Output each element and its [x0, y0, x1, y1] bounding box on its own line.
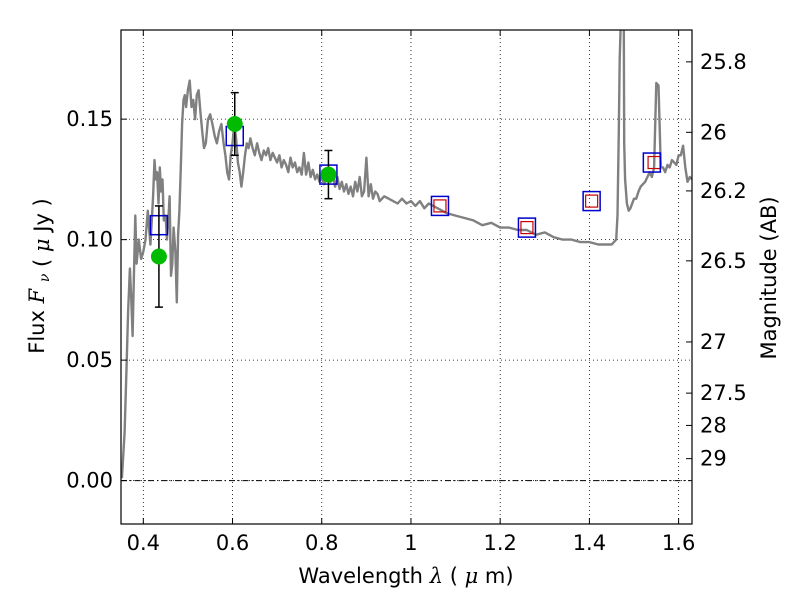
y-axis-label-unit-open: ( — [30, 252, 54, 267]
plot-layer — [121, 30, 692, 479]
x-axis-label-symbol: λ — [429, 564, 443, 588]
y-tick-label: 0.05 — [66, 348, 113, 372]
model-square-marker — [642, 152, 662, 173]
y-axis-label-symbol: F — [25, 287, 49, 304]
model-square-marker — [582, 190, 601, 212]
y-axis-label-subscript: ν — [37, 273, 53, 282]
mag-tick-label: 26.2 — [700, 179, 747, 203]
observed-point — [320, 166, 337, 183]
y-tick-label: 0.00 — [66, 469, 113, 493]
mag-tick-label: 27 — [700, 330, 727, 354]
x-axis-label: Wavelength λ ( μ m) — [298, 564, 513, 588]
tick-layer: 0.4 0.6 0.8 1 1.2 1.4 1.6 0.00 0.05 0.10 0.15 25.8 2… — [66, 30, 747, 555]
x-axis-label-prefix: Wavelength — [298, 564, 423, 588]
model-spectrum-line — [121, 30, 692, 479]
y-axis-label-unit-mu: μ — [30, 238, 54, 252]
x-tick-label: 0.8 — [305, 531, 338, 555]
y-tick-label: 0.15 — [66, 107, 113, 131]
observed-point — [226, 115, 243, 132]
x-axis-label-unit-mu: μ — [465, 564, 479, 588]
y-axis-label: Flux F ν ( μ Jy ) — [25, 198, 54, 354]
observed-point — [150, 248, 167, 265]
mag-tick-label: 26 — [700, 120, 727, 144]
x-axis-label-unit-close: m) — [485, 564, 514, 588]
model-square-marker — [517, 217, 537, 238]
x-tick-label: 0.6 — [216, 531, 249, 555]
y-tick-label: 0.10 — [66, 228, 113, 252]
x-tick-label: 0.4 — [127, 531, 160, 555]
x-axis-label-unit-open: ( — [450, 564, 458, 588]
mag-tick-label: 25.8 — [700, 50, 747, 74]
mag-tick-label: 26.5 — [700, 249, 747, 273]
red-square-marker — [433, 199, 447, 213]
model-square-marker — [430, 195, 450, 217]
y-axis-label-prefix: Flux — [25, 310, 49, 354]
red-square-marker — [520, 221, 534, 235]
mag-tick-label: 29 — [700, 447, 727, 471]
y2-axis-label: Magnitude (AB) — [757, 196, 781, 359]
x-tick-label: 1.6 — [662, 531, 695, 555]
mag-tick-label: 28 — [700, 413, 727, 437]
x-tick-label: 1.4 — [573, 531, 606, 555]
plot-frame — [120, 29, 693, 525]
x-tick-label: 1.2 — [483, 531, 516, 555]
mag-tick-label: 27.5 — [700, 381, 747, 405]
y-axis-label-unit-close: Jy ) — [30, 198, 54, 234]
red-square-marker — [585, 194, 599, 208]
grid-layer — [121, 30, 692, 524]
x-tick-label: 1 — [404, 531, 417, 555]
